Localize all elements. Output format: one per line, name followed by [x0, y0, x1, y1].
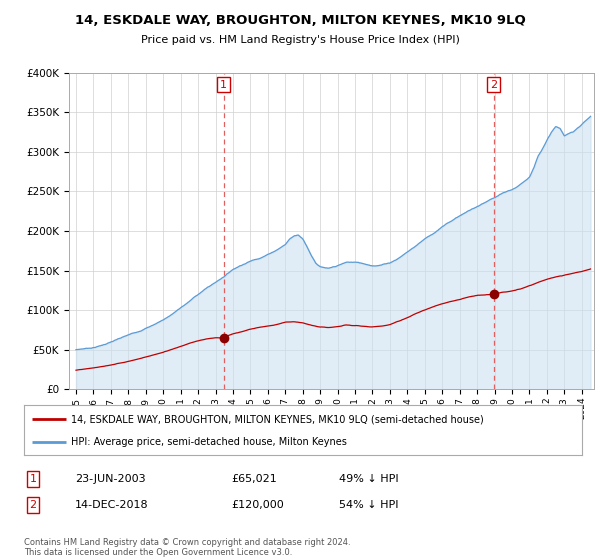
Text: Price paid vs. HM Land Registry's House Price Index (HPI): Price paid vs. HM Land Registry's House …: [140, 35, 460, 45]
Text: 2: 2: [490, 80, 497, 90]
Text: 54% ↓ HPI: 54% ↓ HPI: [339, 500, 398, 510]
Text: 49% ↓ HPI: 49% ↓ HPI: [339, 474, 398, 484]
Text: £65,021: £65,021: [231, 474, 277, 484]
Text: 1: 1: [220, 80, 227, 90]
Text: 14, ESKDALE WAY, BROUGHTON, MILTON KEYNES, MK10 9LQ: 14, ESKDALE WAY, BROUGHTON, MILTON KEYNE…: [74, 14, 526, 27]
Text: £120,000: £120,000: [231, 500, 284, 510]
Text: 14-DEC-2018: 14-DEC-2018: [75, 500, 149, 510]
Text: 14, ESKDALE WAY, BROUGHTON, MILTON KEYNES, MK10 9LQ (semi-detached house): 14, ESKDALE WAY, BROUGHTON, MILTON KEYNE…: [71, 414, 484, 424]
Text: 2: 2: [29, 500, 37, 510]
Text: HPI: Average price, semi-detached house, Milton Keynes: HPI: Average price, semi-detached house,…: [71, 437, 347, 447]
Text: 23-JUN-2003: 23-JUN-2003: [75, 474, 146, 484]
Text: Contains HM Land Registry data © Crown copyright and database right 2024.
This d: Contains HM Land Registry data © Crown c…: [24, 538, 350, 557]
Text: 1: 1: [29, 474, 37, 484]
